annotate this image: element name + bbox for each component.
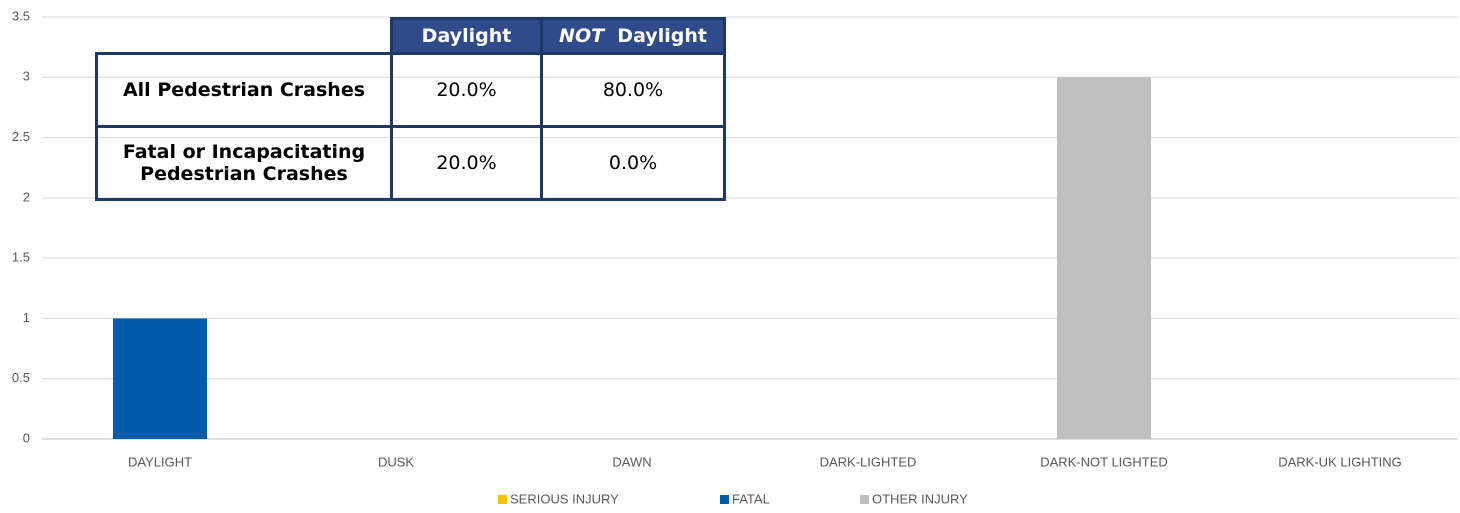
y-tick-label: 3 — [23, 69, 30, 84]
y-tick-label: 1.5 — [12, 250, 30, 265]
legend-label: SERIOUS INJURY — [510, 491, 619, 506]
x-tick-label: DUSK — [378, 454, 414, 469]
x-tick-label: DARK-UK LIGHTING — [1278, 454, 1402, 469]
bar — [1057, 77, 1151, 440]
x-tick-label: DARK-LIGHTED — [820, 454, 917, 469]
table-row: Fatal or Incapacitating Pedestrian Crash… — [95, 125, 726, 201]
table-row: All Pedestrian Crashes 20.0% 80.0% — [95, 52, 726, 128]
cell: 20.0% — [390, 125, 543, 201]
blank-cell — [97, 19, 392, 54]
y-tick-label: 0 — [23, 430, 30, 445]
header-text: Daylight — [617, 25, 707, 47]
header-emphasis: NOT — [559, 25, 605, 47]
column-header: Daylight — [390, 17, 543, 55]
column-header: NOT Daylight — [540, 17, 726, 55]
header-row: Daylight NOT Daylight — [97, 17, 726, 55]
y-tick-label: 3.5 — [12, 8, 30, 23]
summary-table: Daylight NOT Daylight All Pedestrian Cra… — [95, 17, 726, 201]
cell: 20.0% — [390, 52, 543, 128]
cell: 80.0% — [540, 52, 726, 128]
y-tick-label: 0.5 — [12, 370, 30, 385]
legend-label: FATAL — [732, 491, 770, 506]
cell: 0.0% — [540, 125, 726, 201]
x-tick-label: DAWN — [612, 454, 651, 469]
legend-swatch — [860, 495, 869, 504]
y-tick-label: 1 — [23, 310, 30, 325]
row-label: Fatal or Incapacitating Pedestrian Crash… — [95, 125, 393, 201]
y-tick-label: 2 — [23, 189, 30, 204]
y-tick-label: 2.5 — [12, 129, 30, 144]
legend-swatch — [498, 495, 507, 504]
x-tick-label: DAYLIGHT — [128, 454, 192, 469]
x-tick-label: DARK-NOT LIGHTED — [1040, 454, 1168, 469]
row-label: All Pedestrian Crashes — [95, 52, 393, 128]
legend-swatch — [720, 495, 729, 504]
header-text: Daylight — [421, 25, 512, 47]
bar — [113, 318, 207, 439]
legend-label: OTHER INJURY — [872, 491, 968, 506]
